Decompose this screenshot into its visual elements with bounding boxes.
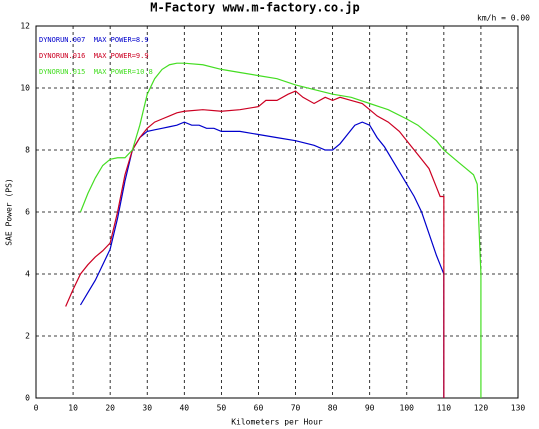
y-tick-label: 12 (20, 22, 30, 31)
legend-entry: DYNORUN.007 MAX POWER=8.9 (39, 36, 149, 44)
y-tick-label: 8 (25, 146, 30, 155)
x-tick-label: 30 (142, 404, 152, 413)
x-tick-label: 20 (105, 404, 115, 413)
line (79, 121, 445, 398)
legend-entry: DYNORUN.015 MAX POWER=10.8 (39, 68, 153, 76)
x-tick-label: 50 (217, 404, 227, 413)
x-tick-label: 40 (179, 404, 189, 413)
subtitle: km/h = 0.00 (477, 14, 530, 23)
x-tick-label: 110 (437, 404, 452, 413)
x-tick-label: 80 (328, 404, 338, 413)
y-axis-label: SAE Power (PS) (5, 178, 14, 245)
x-tick-label: 10 (68, 404, 78, 413)
legend-entry: DYNORUN.016 MAX POWER=9.9 (39, 52, 149, 60)
x-tick-label: 90 (365, 404, 375, 413)
x-tick-label: 0 (34, 404, 39, 413)
y-tick-label: 4 (25, 270, 30, 279)
y-tick-label: 6 (25, 208, 30, 217)
x-tick-label: 60 (254, 404, 264, 413)
line (79, 62, 482, 398)
x-tick-label: 120 (474, 404, 489, 413)
line (65, 90, 445, 398)
x-axis-label: Kilometers per Hour (231, 418, 323, 427)
x-tick-label: 130 (511, 404, 526, 413)
plot-border (35, 25, 519, 399)
x-tick-label: 70 (291, 404, 301, 413)
x-tick-label: 100 (400, 404, 415, 413)
chart-title: M-Factory www.m-factory.co.jp (150, 1, 360, 15)
y-tick-label: 2 (25, 332, 30, 341)
y-tick-label: 10 (20, 84, 30, 93)
y-tick-label: 0 (25, 394, 30, 403)
